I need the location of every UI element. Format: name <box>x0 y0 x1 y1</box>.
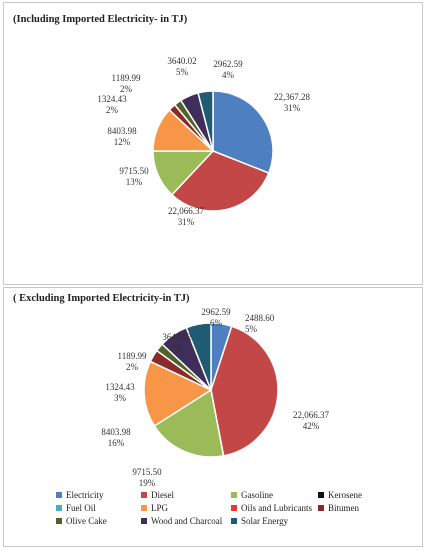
legend-label: LPG <box>151 503 169 513</box>
data-label-value: 1324.43 <box>105 382 135 392</box>
legend-swatch <box>231 505 237 511</box>
chart-title: (Including Imported Electricity- in TJ) <box>13 14 188 25</box>
legend-item: Bitumen <box>318 503 359 513</box>
legend-item: Gasoline <box>231 490 273 500</box>
legend-label: Wood and Charcoal <box>151 516 223 526</box>
data-label-percent: 12% <box>114 137 131 147</box>
legend-item: Wood and Charcoal <box>141 516 222 526</box>
legend-item: LPG <box>141 503 168 513</box>
data-label-percent: 2% <box>120 84 133 94</box>
legend-label: Diesel <box>151 490 174 500</box>
legend-label: Oils and Lubricants <box>241 503 312 513</box>
legend-label: Fuel Oil <box>66 503 96 513</box>
data-label-value: 9715.50 <box>119 166 149 176</box>
data-label-percent: 16% <box>108 438 125 448</box>
legend-label: Gasoline <box>241 490 273 500</box>
legend-item: Fuel Oil <box>56 503 96 513</box>
legend-item: Oils and Lubricants <box>231 503 312 513</box>
data-label-value: 3640.02 <box>162 332 191 342</box>
legend-item: Electricity <box>56 490 103 500</box>
legend-label: Olive Cake <box>66 516 107 526</box>
data-label-percent: 19% <box>139 478 156 488</box>
data-label-value: 22,066.37 <box>168 206 205 216</box>
pie-slice-lpg <box>143 360 213 427</box>
data-label-percent: 5% <box>245 324 258 334</box>
legend-swatch <box>56 505 62 511</box>
data-label-value: 2962.59 <box>213 59 243 69</box>
data-label-percent: 42% <box>303 421 320 431</box>
pie-slice-diesel <box>210 325 279 457</box>
pie-slice-electricity <box>212 90 274 175</box>
data-label-percent: 6% <box>210 318 223 328</box>
data-label-value: 22,066.37 <box>293 410 330 420</box>
data-label-value: 1189.99 <box>118 351 147 361</box>
chart-panel-excluding: ( Excluding Imported Electricity-in TJ) … <box>3 287 423 547</box>
legend-swatch <box>231 518 237 524</box>
pie-chart-including: 22,367.2831%22,066.3731%9715.5013%8403.9… <box>97 56 311 227</box>
data-label-value: 8403.98 <box>107 126 137 136</box>
data-label-percent: 7% <box>171 343 184 353</box>
legend-item: Solar Energy <box>231 516 288 526</box>
legend-swatch <box>318 505 324 511</box>
data-label-percent: 4% <box>222 70 235 80</box>
data-label-percent: 13% <box>126 177 143 187</box>
data-label-percent: 2% <box>126 362 139 372</box>
data-label-percent: 3% <box>114 393 127 403</box>
data-label-value: 2488.60 <box>245 313 275 323</box>
chart-panel-including: (Including Imported Electricity- in TJ) … <box>3 2 423 285</box>
pie-slice-gasoline <box>153 388 225 458</box>
data-label-value: 22,367.28 <box>274 92 311 102</box>
legend-swatch <box>141 518 147 524</box>
pie-slice-diesel <box>170 150 270 212</box>
data-label-percent: 31% <box>284 103 301 113</box>
legend-swatch <box>231 492 237 498</box>
legend-item: Kerosene <box>318 490 362 500</box>
legend-swatch <box>141 505 147 511</box>
data-label-value: 1189.99 <box>112 73 141 83</box>
legend-label: Kerosene <box>328 490 362 500</box>
data-label-percent: 5% <box>176 67 189 77</box>
legend-swatch <box>141 492 147 498</box>
legend-item: Diesel <box>141 490 174 500</box>
legend-swatch <box>318 492 324 498</box>
data-label-percent: 31% <box>178 217 195 227</box>
legend-label: Electricity <box>66 490 104 500</box>
data-label-value: 9715.50 <box>132 467 162 477</box>
legend-swatch <box>56 492 62 498</box>
data-label-value: 3640.02 <box>167 56 196 66</box>
data-label-value: 2962.59 <box>201 307 231 317</box>
legend-label: Bitumen <box>328 503 359 513</box>
pie-slice-solar-energy <box>185 322 212 391</box>
chart-title: ( Excluding Imported Electricity-in TJ) <box>13 293 190 304</box>
data-label-percent: 2% <box>106 105 119 115</box>
data-label-value: 8403.98 <box>101 427 131 437</box>
legend-item: Olive Cake <box>56 516 107 526</box>
pie-slice-solar-energy <box>197 90 214 152</box>
legend-label: Solar Energy <box>241 516 289 526</box>
data-label-value: 1324.43 <box>97 94 127 104</box>
legend-swatch <box>56 518 62 524</box>
